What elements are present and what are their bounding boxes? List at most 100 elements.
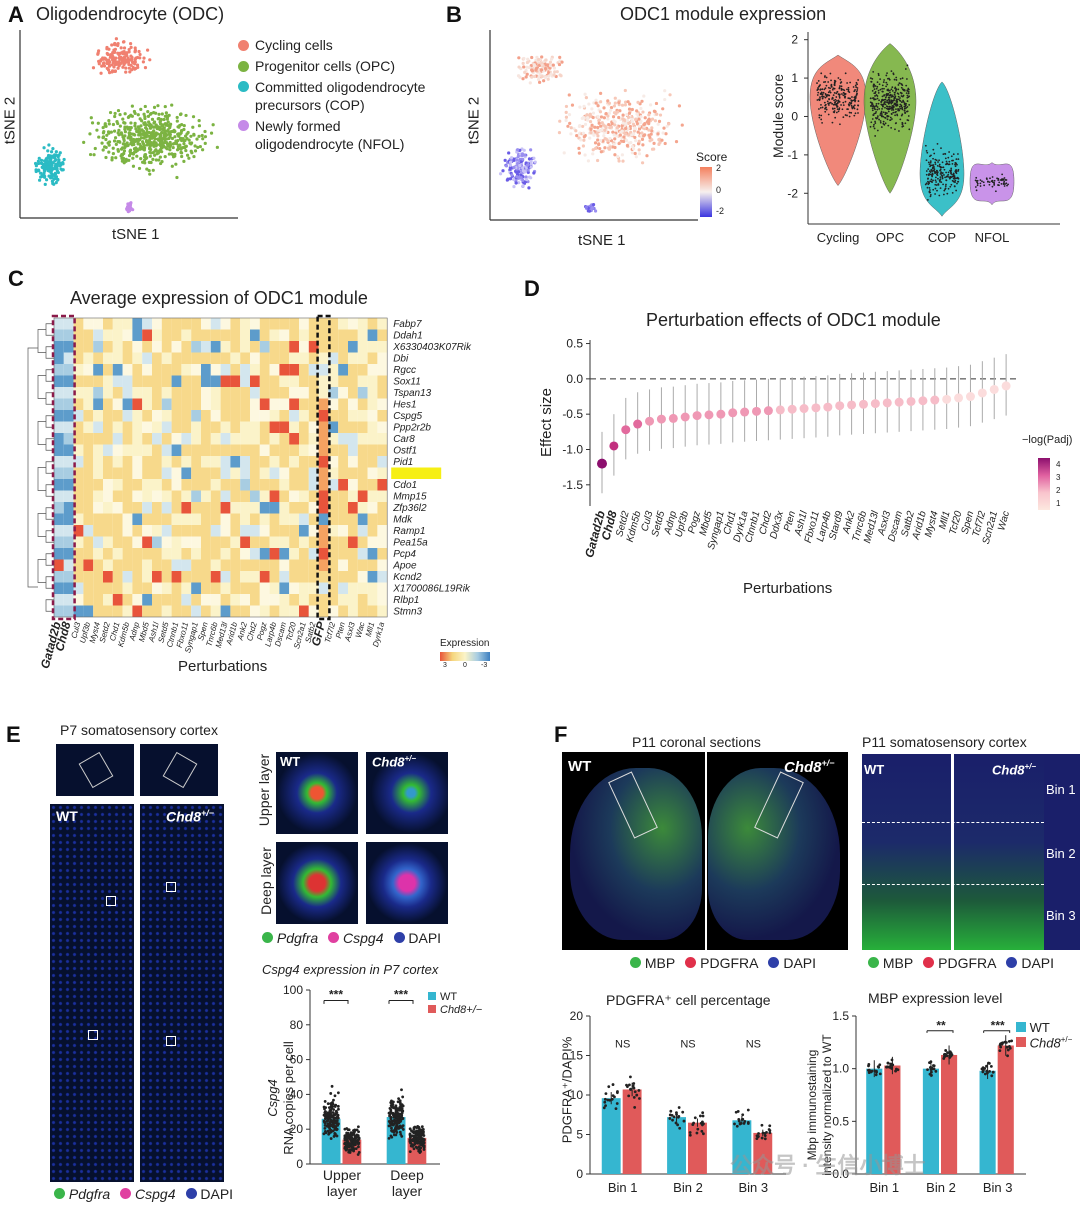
heatmap-cell (220, 479, 231, 491)
violin-point (876, 108, 879, 111)
violin-point (908, 128, 911, 131)
violin-point (830, 85, 833, 88)
heatmap-cell (73, 490, 84, 502)
tsne-point (173, 135, 177, 139)
violin-point (821, 106, 824, 109)
heatmap-cell (377, 536, 388, 548)
bar-point (392, 1122, 396, 1126)
bar-point (989, 1064, 993, 1068)
heatmap-cell (377, 571, 388, 583)
score-point (637, 124, 641, 128)
heatmap-cell (63, 410, 74, 422)
score-point (615, 134, 619, 138)
bar-point (676, 1123, 680, 1127)
heatmap-cell (348, 525, 358, 537)
heatmap-cell (63, 375, 74, 387)
score-point (612, 119, 616, 123)
bar-point (746, 1120, 750, 1124)
score-point (564, 104, 569, 109)
tsne-point (111, 151, 115, 156)
heatmap-cell (132, 548, 143, 560)
violin-point (840, 89, 843, 91)
violin-point (942, 153, 945, 156)
panel-f-title-right: P11 somatosensory cortex (862, 734, 1027, 750)
bar-point (746, 1108, 750, 1112)
coronal-stain-legend: MBP PDGFRA DAPI (630, 955, 816, 971)
violin-point (939, 166, 942, 169)
heatmap-cell (191, 375, 201, 387)
d-point-satb2 (906, 396, 916, 406)
heatmap-cell (54, 410, 64, 422)
violin-point (931, 174, 933, 177)
violin-point (924, 144, 927, 147)
heatmap-cell (348, 490, 358, 502)
bar-point (412, 1147, 416, 1151)
score-point (603, 124, 607, 128)
heatmap-cell (338, 559, 348, 571)
heatmap-cell (112, 329, 123, 341)
heatmap-cell (318, 594, 329, 606)
heatmap-cell (289, 559, 299, 571)
violin-point (1003, 177, 1006, 179)
bar-point (740, 1118, 744, 1121)
tsne-point (131, 156, 135, 160)
heatmap-cell (210, 536, 221, 548)
score-point (613, 101, 617, 105)
violin-point (988, 183, 991, 186)
heatmap-cell (103, 525, 113, 537)
bar-point (948, 1050, 952, 1054)
bar-tick-label: 20 (290, 1122, 304, 1136)
score-point (593, 125, 597, 129)
heatmap-cell (299, 410, 309, 422)
heatmap-cell (338, 444, 348, 456)
heatmap-cell (73, 605, 84, 617)
violin-point (975, 189, 978, 192)
bar-point (356, 1125, 360, 1129)
bar-tick-label: 0.5 (832, 1114, 849, 1128)
heatmap-cell (132, 387, 143, 399)
tsne-point (104, 137, 108, 142)
heatmap-cell (201, 582, 211, 594)
bar-point (332, 1135, 336, 1138)
violin-point (939, 178, 942, 181)
bar-point (388, 1112, 392, 1116)
heatmap-cell (93, 364, 103, 376)
dendrogram-branch (37, 559, 46, 583)
heatmap-cell (357, 594, 368, 606)
score-point (589, 127, 593, 131)
tsne-point (157, 112, 161, 116)
score-point (664, 132, 668, 136)
score-point (630, 107, 634, 112)
score-point (635, 109, 639, 113)
tsne-point (114, 60, 118, 64)
dendrogram-root (27, 347, 38, 588)
bar-point (681, 1110, 685, 1114)
violin-point (886, 99, 889, 102)
heatmap-cell (152, 571, 162, 583)
heatmap-cell (122, 456, 133, 468)
violin-point (882, 115, 885, 118)
heatmap-cell (338, 582, 348, 594)
violin-point (881, 90, 884, 93)
heatmap-cell (171, 398, 182, 410)
heatmap-cell (171, 433, 182, 445)
heatmap-cell (73, 513, 84, 525)
violin-point (927, 174, 930, 177)
score-point (575, 134, 579, 138)
violin-point (934, 161, 937, 164)
tsne-point (159, 133, 163, 137)
heatmap-cell (201, 467, 211, 479)
score-point (657, 119, 662, 123)
bar-point (332, 1124, 336, 1128)
bar-point (323, 1129, 327, 1133)
tsne-point (130, 139, 134, 143)
bar-point (869, 1069, 873, 1073)
heatmap-cell (289, 536, 299, 548)
heatmap-cell (83, 513, 94, 525)
heatmap-cell (122, 594, 133, 606)
bar-point (394, 1111, 398, 1115)
violin-point (842, 91, 845, 94)
heatmap-cell (230, 433, 241, 445)
d-category-label: Pten (782, 510, 798, 533)
violin-point (947, 171, 950, 174)
